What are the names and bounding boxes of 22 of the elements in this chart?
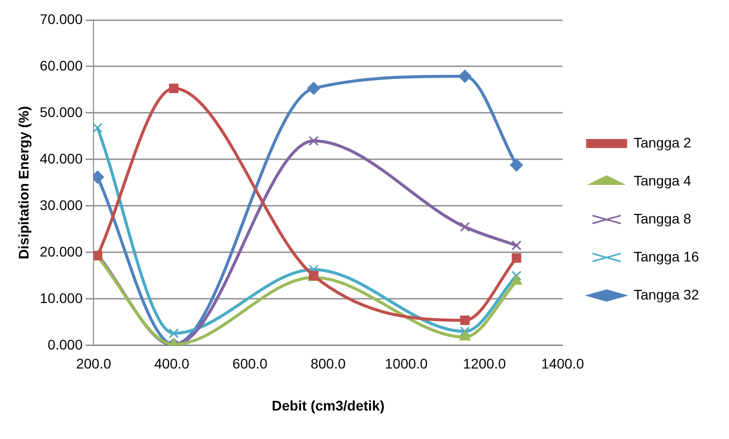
legend-label: Tangga 4 [634,172,692,188]
x-tick-label: 800.0 [310,356,346,372]
x-tick-label: 600.0 [232,356,268,372]
legend-label: Tangga 32 [634,286,700,302]
y-tick-label: 30.000 [40,196,83,213]
x-tick-label: 200.0 [76,356,112,372]
legend-label: Tangga 16 [634,248,700,264]
y-tick-label: 70.000 [40,10,83,27]
x-tick-label: 1400.0 [541,356,584,372]
legend-label: Tangga 8 [634,210,692,226]
x-axis-title: Debit (cm3/detik) [272,397,385,414]
y-tick-label: 40.000 [40,150,83,166]
y-tick-label: 20.000 [40,243,83,260]
y-tick-label: 60.000 [40,57,83,74]
x-tick-label: 1200.0 [463,356,506,372]
y-tick-label: 0.000 [48,336,83,352]
legend-label: Tangga 2 [634,134,692,150]
x-tick-label: 1000.0 [384,356,428,372]
y-axis-title: Disipitation Energy (%) [15,106,32,260]
y-tick-label: 50.000 [40,104,83,120]
x-tick-label: 400.0 [154,356,190,372]
y-tick-label: 10.000 [40,290,83,306]
